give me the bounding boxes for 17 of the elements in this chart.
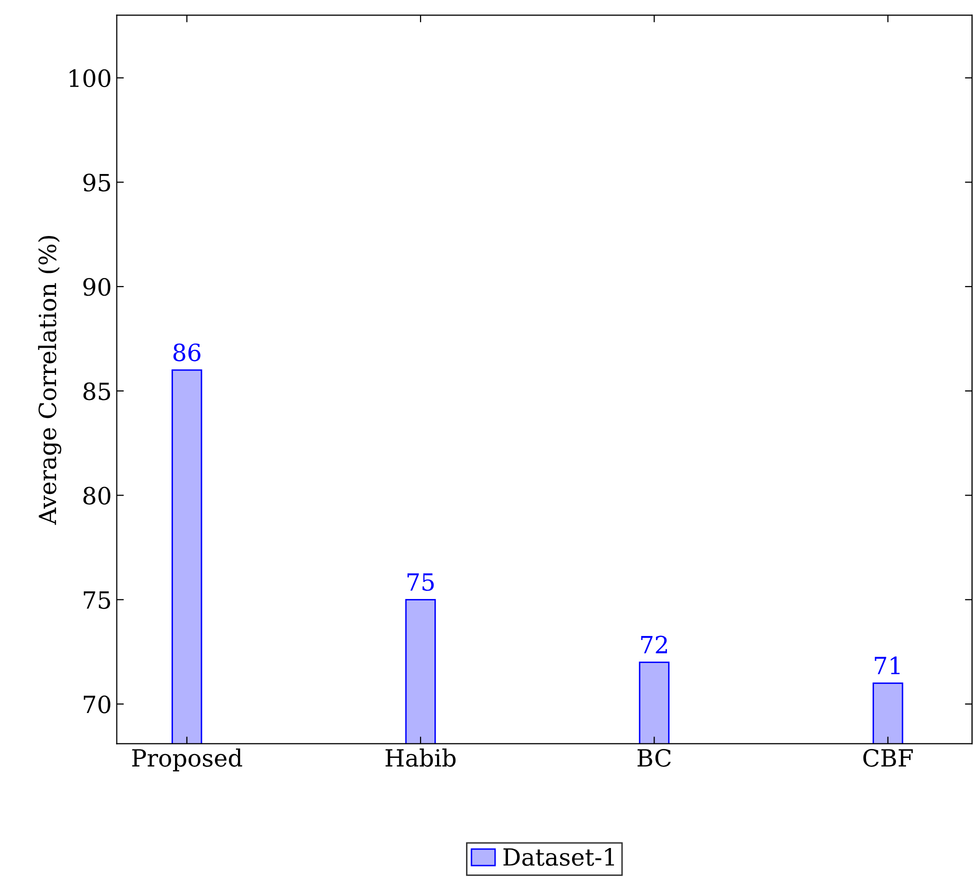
y-tick-label: 90 [83,278,110,296]
y-tick-label: 85 [83,382,110,400]
x-tick-label: BC [638,748,671,767]
y-axis-title: Average Correlation (%) [38,236,62,525]
data-label: 86 [173,343,200,362]
legend-label: Dataset-1 [503,848,614,866]
y-tick-label: 100 [70,69,110,88]
data-label: 71 [874,656,900,674]
y-tick-label: 70 [84,695,110,714]
y-tick-label: 80 [83,486,110,505]
data-label: 72 [641,636,667,654]
x-tick-label: Habib [386,748,456,767]
data-label: 75 [408,573,434,591]
y-tick-label: 95 [83,174,110,192]
x-tick-label: Proposed [132,748,242,772]
x-tick-label: CBF [863,748,913,767]
y-tick-label: 75 [84,591,110,609]
